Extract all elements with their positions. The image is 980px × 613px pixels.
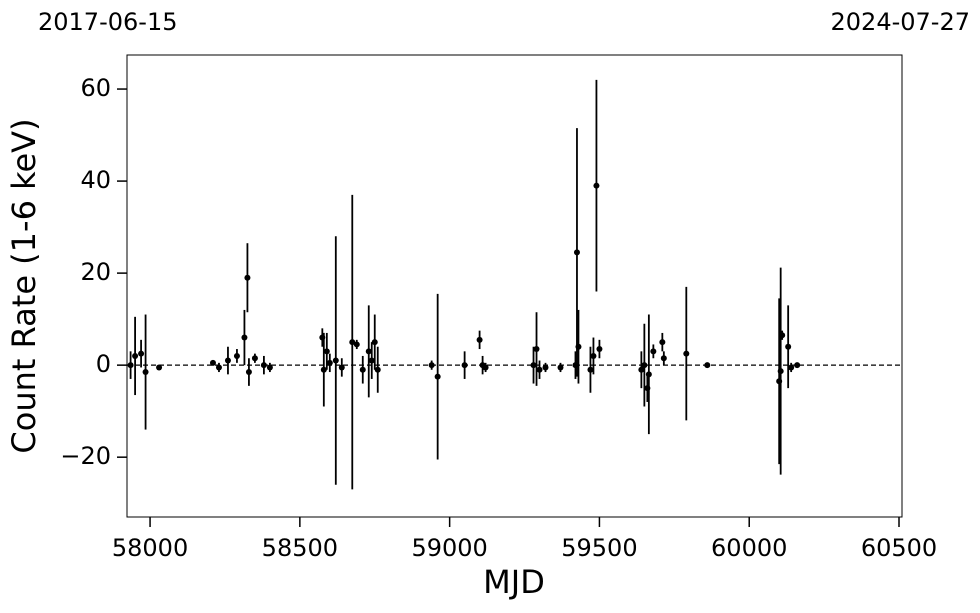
data-point: [704, 362, 711, 369]
data-point: [476, 336, 483, 343]
data-point: [209, 359, 216, 366]
data-point: [461, 362, 468, 369]
data-point: [260, 362, 267, 369]
data-point: [542, 364, 549, 371]
annotation: 2024-07-27: [831, 8, 970, 36]
data-point: [638, 366, 645, 373]
annotation: 2017-06-15: [38, 8, 177, 36]
x-tick-label: 59000: [411, 534, 487, 562]
data-point: [368, 357, 375, 364]
data-point: [650, 348, 657, 355]
y-tick-label: −20: [60, 442, 111, 470]
data-point: [371, 339, 378, 346]
data-point: [575, 343, 582, 350]
data-point: [593, 182, 600, 189]
data-point: [215, 364, 222, 371]
data-point: [777, 368, 784, 375]
data-point: [530, 362, 537, 369]
data-point: [338, 364, 345, 371]
data-point: [245, 369, 252, 376]
data-point: [233, 352, 240, 359]
data-point: [323, 348, 330, 355]
data-point: [365, 348, 372, 355]
x-tick-label: 58500: [262, 534, 338, 562]
data-point: [241, 334, 248, 341]
data-point: [349, 339, 356, 346]
data-point: [683, 350, 690, 357]
data-point: [779, 332, 786, 339]
x-tick-label: 60000: [711, 534, 787, 562]
data-point: [659, 339, 666, 346]
data-point: [641, 362, 648, 369]
data-point: [596, 346, 603, 353]
data-point: [132, 352, 139, 359]
data-point: [785, 343, 792, 350]
data-point: [266, 364, 273, 371]
data-point: [353, 341, 360, 348]
data-point: [332, 357, 339, 364]
data-point: [794, 362, 801, 369]
data-point: [374, 366, 381, 373]
data-point: [156, 364, 163, 371]
data-point: [326, 359, 333, 366]
data-point: [482, 364, 489, 371]
y-axis-label: Count Rate (1-6 keV): [5, 118, 43, 453]
data-point: [536, 366, 543, 373]
data-point: [573, 249, 580, 256]
data-point: [359, 366, 366, 373]
data-point: [587, 366, 594, 373]
x-tick-label: 60500: [861, 534, 937, 562]
data-point: [224, 357, 231, 364]
data-point: [244, 274, 251, 281]
y-tick-label: 60: [80, 74, 111, 102]
plot-frame: [126, 54, 903, 518]
data-point: [127, 362, 134, 369]
data-point: [660, 355, 667, 362]
data-point: [533, 346, 540, 353]
data-point: [434, 373, 441, 380]
y-tick-label: 40: [80, 166, 111, 194]
data-point: [788, 364, 795, 371]
data-point: [251, 355, 258, 362]
data-point: [590, 352, 597, 359]
data-point: [320, 366, 327, 373]
x-tick-label: 59500: [561, 534, 637, 562]
data-point: [645, 371, 652, 378]
data-point: [138, 350, 145, 357]
y-tick-label: 20: [80, 258, 111, 286]
data-point: [557, 364, 564, 371]
x-tick-label: 58000: [112, 534, 188, 562]
x-axis-label: MJD: [483, 563, 545, 601]
data-point: [142, 369, 149, 376]
data-point: [428, 362, 435, 369]
y-tick-label: 0: [96, 350, 111, 378]
